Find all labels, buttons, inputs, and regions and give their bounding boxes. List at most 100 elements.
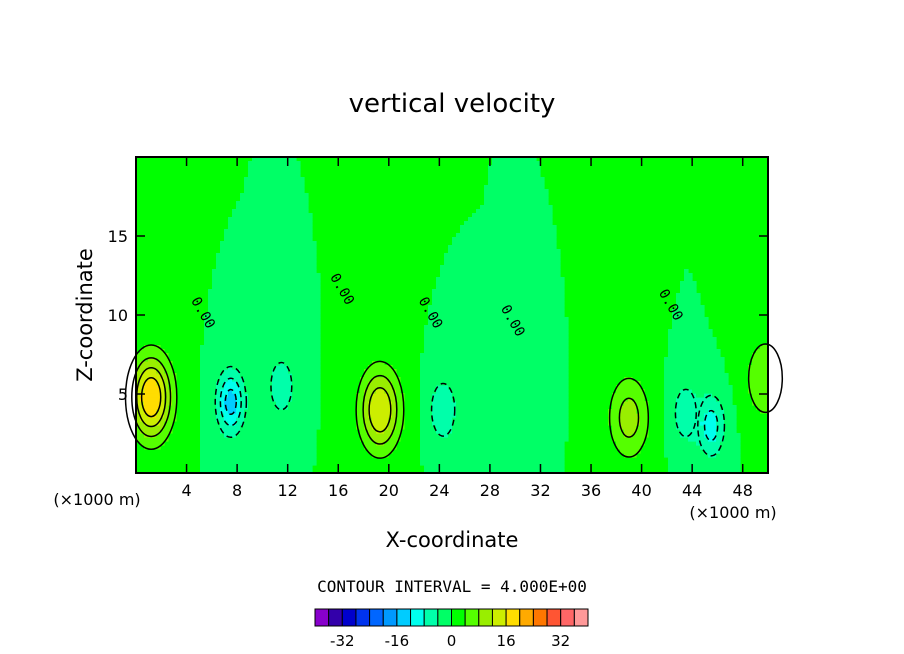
field-cell — [284, 329, 289, 334]
field-cell — [552, 413, 557, 418]
field-cell — [432, 421, 437, 426]
field-cell — [492, 353, 497, 358]
field-cell — [540, 421, 545, 426]
field-cell — [508, 425, 513, 430]
field-cell — [484, 333, 489, 338]
field-cell — [292, 377, 297, 382]
field-cell — [260, 309, 265, 314]
field-cell — [504, 469, 509, 474]
field-cell — [500, 221, 505, 226]
field-cell — [200, 453, 205, 458]
field-cell — [244, 257, 249, 262]
field-cell — [564, 413, 569, 418]
field-cell — [532, 205, 537, 210]
field-cell — [248, 465, 253, 470]
field-cell — [392, 433, 397, 438]
field-cell — [464, 281, 469, 286]
field-cell — [292, 221, 297, 226]
field-cell — [532, 325, 537, 330]
field-cell — [160, 433, 165, 438]
field-cell — [540, 241, 545, 246]
field-cell — [280, 221, 285, 226]
field-cell — [468, 449, 473, 454]
field-cell — [220, 389, 225, 394]
field-cell — [252, 181, 257, 186]
field-cell — [548, 457, 553, 462]
field-cell — [512, 285, 517, 290]
field-cell — [536, 373, 541, 378]
field-cell — [520, 309, 525, 314]
field-cell — [508, 449, 513, 454]
field-cell — [272, 389, 277, 394]
field-cell — [484, 213, 489, 218]
field-cell — [200, 409, 205, 414]
field-cell — [476, 381, 481, 386]
field-cell — [468, 405, 473, 410]
field-cell — [516, 269, 521, 274]
field-cell — [536, 285, 541, 290]
field-cell — [548, 217, 553, 222]
field-cell — [312, 345, 317, 350]
field-cell — [260, 229, 265, 234]
field-cell — [300, 265, 305, 270]
field-cell — [236, 293, 241, 298]
field-cell — [500, 421, 505, 426]
field-cell — [632, 381, 637, 386]
field-cell — [476, 465, 481, 470]
field-cell — [288, 277, 293, 282]
field-cell — [448, 409, 453, 414]
field-cell — [440, 461, 445, 466]
field-cell — [544, 373, 549, 378]
field-cell — [220, 249, 225, 254]
field-cell — [384, 429, 389, 434]
field-cell — [296, 293, 301, 298]
field-cell — [504, 333, 509, 338]
field-cell — [552, 469, 557, 474]
field-cell — [148, 445, 153, 450]
field-cell — [244, 289, 249, 294]
field-cell — [432, 429, 437, 434]
field-cell — [248, 437, 253, 442]
field-cell — [544, 321, 549, 326]
field-cell — [472, 233, 477, 238]
field-cell — [232, 425, 237, 430]
field-cell — [304, 381, 309, 386]
field-cell — [440, 441, 445, 446]
field-cell — [440, 313, 445, 318]
field-cell — [224, 349, 229, 354]
field-cell — [256, 337, 261, 342]
field-cell — [204, 457, 209, 462]
field-cell — [256, 209, 261, 214]
field-cell — [520, 285, 525, 290]
field-cell — [204, 409, 209, 414]
field-cell — [524, 165, 529, 170]
field-cell — [236, 361, 241, 366]
field-cell — [264, 441, 269, 446]
field-cell — [312, 317, 317, 322]
field-cell — [432, 341, 437, 346]
field-cell — [560, 305, 565, 310]
field-cell — [492, 445, 497, 450]
field-cell — [232, 269, 237, 274]
field-cell — [548, 377, 553, 382]
field-cell — [300, 461, 305, 466]
field-cell — [524, 401, 529, 406]
field-cell — [500, 329, 505, 334]
field-cell — [288, 461, 293, 466]
field-cell — [472, 361, 477, 366]
field-cell — [284, 353, 289, 358]
field-cell — [624, 389, 629, 394]
field-cell — [640, 417, 645, 422]
field-cell — [556, 385, 561, 390]
field-cell — [456, 353, 461, 358]
field-cell — [380, 365, 385, 370]
field-cell — [288, 417, 293, 422]
field-cell — [452, 297, 457, 302]
field-cell — [272, 189, 277, 194]
field-cell — [304, 457, 309, 462]
field-cell — [552, 273, 557, 278]
field-cell — [536, 457, 541, 462]
field-cell — [272, 201, 277, 206]
field-cell — [640, 409, 645, 414]
field-cell — [252, 241, 257, 246]
